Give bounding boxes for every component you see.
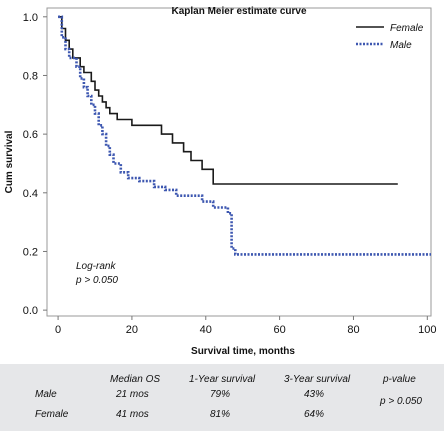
row-female-1yr: 81% — [210, 409, 231, 420]
y-tick-label: 0.0 — [23, 305, 38, 317]
row-female-median: 41 mos — [116, 409, 149, 420]
plot-frame — [46, 7, 432, 317]
x-tick-label: 80 — [347, 324, 359, 336]
x-tick-label: 60 — [273, 324, 285, 336]
header-1yr-survival: 1-Year survival — [189, 374, 256, 385]
y-tick-label: 0.8 — [23, 70, 38, 82]
row-male-1yr: 79% — [210, 389, 231, 400]
male-survival-curve — [58, 15, 431, 256]
legend-male-label: Male — [390, 40, 412, 51]
row-male-3yr: 43% — [304, 389, 325, 400]
logrank-annotation-line1: Log-rank — [76, 261, 116, 272]
survival-stats-panel: Median OS 1-Year survival 3-Year surviva… — [0, 364, 444, 431]
header-median-os: Median OS — [110, 374, 161, 385]
legend-female-label: Female — [390, 23, 424, 34]
row-female-label: Female — [35, 409, 69, 420]
y-tick-label: 0.2 — [23, 246, 38, 258]
legend: Female Male — [356, 23, 424, 51]
y-tick-label: 0.4 — [23, 188, 38, 200]
x-tick-label: 100 — [418, 324, 436, 336]
y-tick-label: 1.0 — [23, 12, 38, 24]
female-survival-curve — [58, 16, 398, 185]
logrank-annotation-line2: p > 0.050 — [75, 275, 118, 286]
x-axis: 0 20 40 60 80 100 — [55, 316, 436, 336]
x-axis-label: Survival time, months — [191, 346, 295, 357]
header-3yr-survival: 3-Year survival — [284, 374, 351, 385]
y-tick-label: 0.6 — [23, 129, 38, 141]
kaplan-meier-chart: Kaplan Meier estimate curve Cum survival… — [4, 6, 436, 357]
header-p-value: p-value — [383, 374, 416, 385]
x-tick-label: 40 — [200, 324, 212, 336]
row-female-3yr: 64% — [304, 409, 325, 420]
row-male-median: 21 mos — [116, 389, 149, 400]
y-axis-label: Cum survival — [4, 130, 15, 193]
chart-title: Kaplan Meier estimate curve — [171, 6, 306, 17]
x-tick-label: 0 — [55, 324, 61, 336]
x-tick-label: 20 — [126, 324, 138, 336]
y-axis: 0.0 0.2 0.4 0.6 0.8 1.0 — [23, 12, 47, 317]
row-male-label: Male — [35, 389, 57, 400]
p-value-text: p > 0.050 — [380, 396, 422, 407]
